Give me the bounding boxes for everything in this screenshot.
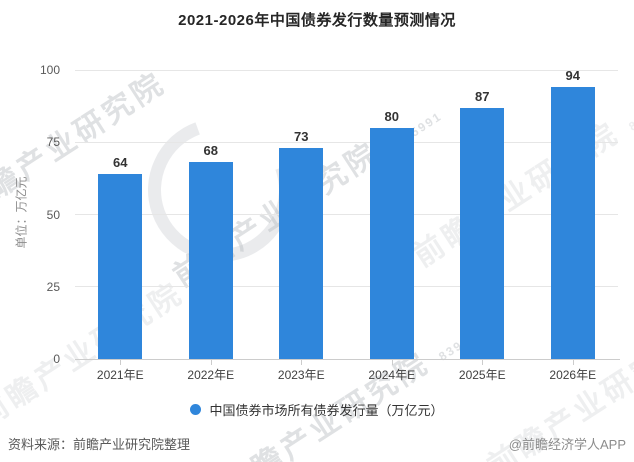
x-axis-tick (572, 360, 574, 365)
bar-value-label-2024年E: 80 (384, 108, 399, 124)
x-tick-label-2021年E: 2021年E (96, 368, 144, 382)
bar-2021年E[interactable] (98, 174, 143, 359)
x-axis-tick (482, 360, 484, 365)
bar-value-label-2023年E: 73 (294, 129, 309, 145)
x-axis-tick (210, 360, 212, 365)
bar-value-label-2022年E: 68 (203, 143, 218, 159)
y-tick-label-25: 25 (46, 279, 60, 294)
bar-value-label-2021年E: 64 (113, 155, 128, 171)
x-axis-line (75, 359, 620, 360)
bar-value-label-2025年E: 87 (475, 88, 490, 104)
y-tick-label-100: 100 (39, 63, 60, 77)
y-tick-label-50: 50 (46, 207, 60, 222)
bar-2022年E[interactable] (188, 162, 233, 359)
footer-credit-text: @前瞻经济学人APP (508, 437, 626, 452)
gridline-y-25 (75, 286, 618, 288)
x-tick-label-2026年E: 2026年E (549, 368, 597, 382)
bar-2025年E[interactable] (460, 107, 505, 359)
x-tick-label-2025年E: 2025年E (458, 368, 506, 382)
legend-marker-dot (190, 403, 202, 415)
bar-value-label-2026年E: 94 (565, 68, 580, 84)
legend: 中国债券市场所有债券发行量（万亿元） (0, 400, 634, 418)
y-tick-label-75: 75 (46, 135, 60, 150)
footer-source-text: 资料来源：前瞻产业研究院整理 (8, 437, 191, 452)
gridline-y-75 (75, 141, 618, 143)
chart-title: 2021-2026年中国债券发行数量预测情况 (178, 12, 456, 29)
x-axis-tick (391, 360, 393, 365)
plot-area (75, 69, 618, 359)
bar-2026年E[interactable] (550, 87, 595, 359)
bar-2024年E[interactable] (369, 127, 414, 359)
x-tick-label-2024年E: 2024年E (368, 368, 416, 382)
legend-label: 中国债券市场所有债券发行量（万亿元） (209, 402, 444, 418)
gridline-y-100 (75, 69, 618, 71)
x-axis-tick (301, 360, 303, 365)
x-axis-tick (120, 360, 122, 365)
y-tick-label-0: 0 (53, 352, 60, 366)
x-tick-label-2022年E: 2022年E (187, 368, 235, 382)
x-tick-label-2023年E: 2023年E (277, 368, 325, 382)
bar-2023年E[interactable] (279, 148, 324, 359)
gridline-y-50 (75, 214, 618, 215)
